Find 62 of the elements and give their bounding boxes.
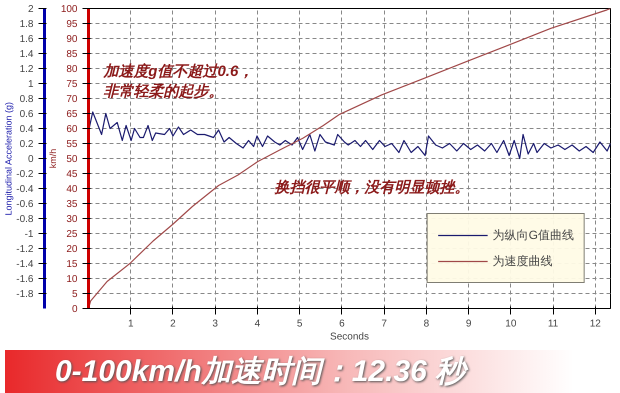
y2-tick-label: 45 <box>66 169 78 180</box>
y2-tick-label: 15 <box>66 259 78 270</box>
annotation: 加速度g值不超过0.6， <box>102 62 254 80</box>
x-axis-title: Seconds <box>330 332 369 342</box>
y2-tick-label: 60 <box>66 124 78 135</box>
y2-tick-label: 10 <box>66 274 78 285</box>
x-tick-label: 1 <box>128 318 134 330</box>
y-tick-label: 0.2 <box>20 139 34 150</box>
x-tick-label: 9 <box>466 318 472 330</box>
y2-tick-label: 30 <box>66 214 78 225</box>
line-series <box>88 111 610 160</box>
y2-axis-title: km/h <box>48 148 58 168</box>
y2-tick-label: 95 <box>66 19 78 30</box>
y-tick-label: -1.2 <box>16 244 34 255</box>
y-tick-label: -0.4 <box>16 184 34 195</box>
y-tick-label: 1.4 <box>20 49 34 60</box>
y-tick-label: 1.2 <box>20 64 34 75</box>
annotation: 换挡很平顺，没有明显顿挫。 <box>273 179 470 196</box>
y-tick-label: -1.8 <box>16 289 34 300</box>
x-tick-label: 2 <box>170 318 176 330</box>
y2-tick-label: 90 <box>66 34 78 45</box>
x-tick-label: 12 <box>590 318 602 330</box>
x-tick-label: 3 <box>212 318 218 330</box>
x-tick-label: 5 <box>296 318 303 330</box>
y2-tick-label: 80 <box>66 64 78 75</box>
x-tick-label: 8 <box>424 318 430 330</box>
y2-tick-label: 75 <box>66 79 78 90</box>
y2-tick-label: 35 <box>66 199 78 210</box>
legend-label: 为速度曲线 <box>492 252 553 270</box>
y-tick-label: -0.8 <box>16 214 34 225</box>
x-tick-label: 4 <box>254 318 261 330</box>
y2-tick-label: 65 <box>66 109 78 120</box>
y-tick-label: 0.4 <box>20 124 34 135</box>
annotation: 非常轻柔的起步。 <box>103 83 224 100</box>
y-tick-label: 0.8 <box>20 94 34 105</box>
y2-tick-label: 70 <box>66 94 78 105</box>
y2-tick-label: 85 <box>66 49 78 60</box>
y-tick-label: -1 <box>24 229 34 240</box>
y-tick-label: -0.6 <box>16 199 34 210</box>
y-tick-label: -1.4 <box>16 259 34 270</box>
y-tick-label: 1 <box>28 79 34 90</box>
y2-tick-label: 5 <box>72 289 78 300</box>
x-tick-label: 6 <box>339 318 346 330</box>
y2-tick-label: 0 <box>72 304 78 315</box>
x-tick-label: 11 <box>548 318 559 330</box>
y2-tick-label: 55 <box>66 139 78 150</box>
y2-tick-label: 25 <box>66 229 78 240</box>
y2-tick-label: 20 <box>66 244 78 255</box>
y-tick-label: 2 <box>28 4 34 15</box>
y-tick-label: -0.2 <box>16 169 34 180</box>
y-tick-label: 1.8 <box>20 19 34 30</box>
x-tick-label: 10 <box>505 318 517 330</box>
x-tick-label: 7 <box>381 318 388 330</box>
y-tick-label: 0 <box>28 154 34 165</box>
y2-tick-label: 50 <box>66 154 78 165</box>
y-tick-label: -1.6 <box>16 274 34 285</box>
y2-tick-label: 100 <box>60 4 78 15</box>
y-axis-title: Longitudinal Acceleration (g) <box>3 102 14 216</box>
legend-label: 为纵向G值曲线 <box>492 226 574 244</box>
y-tick-label: 0.6 <box>20 109 34 120</box>
y-tick-label: 1.6 <box>20 34 34 45</box>
y2-tick-label: 40 <box>66 184 78 195</box>
